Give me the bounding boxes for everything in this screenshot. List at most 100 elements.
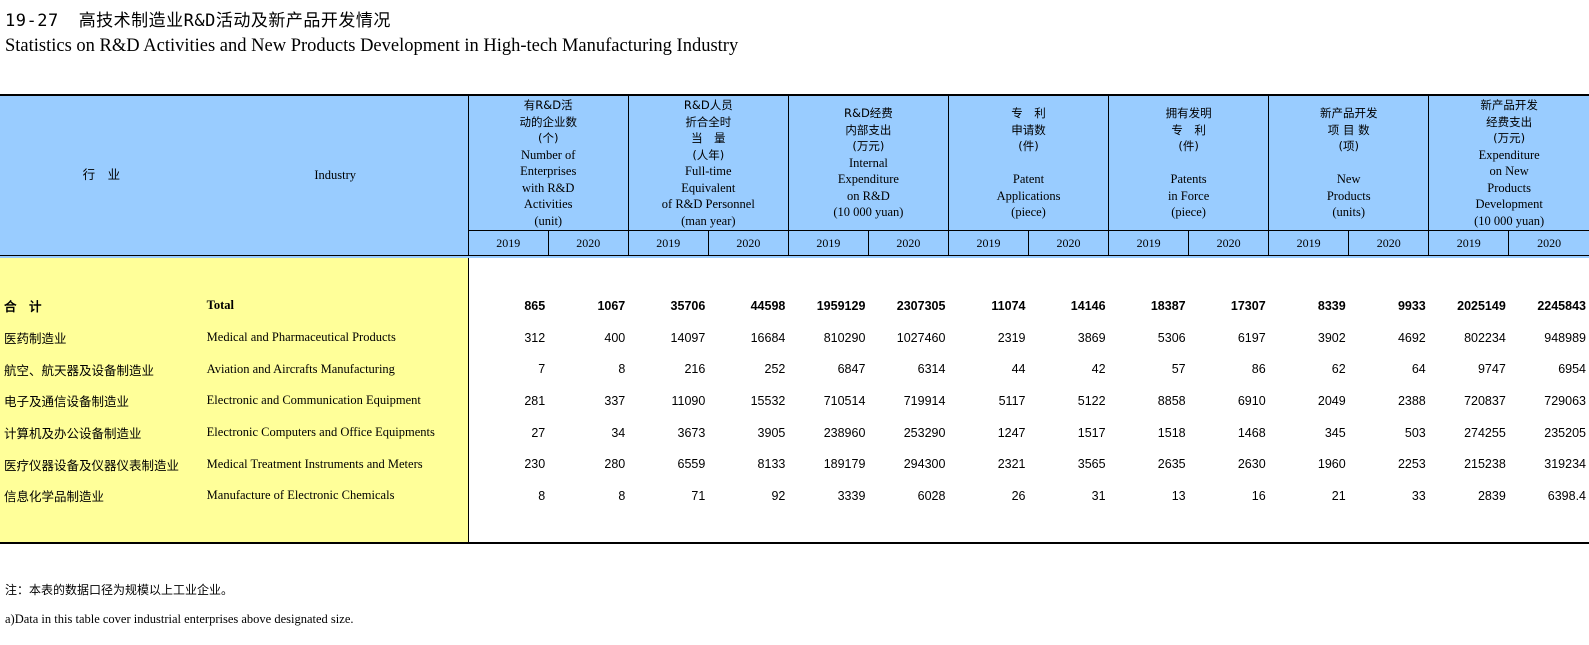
table-cell: 215238 <box>1464 457 1506 472</box>
industry-en-header: Industry <box>202 95 469 256</box>
column-header-en-line: Applications <box>996 188 1061 203</box>
industry-en-label: Total <box>202 290 469 322</box>
table-cell: 8858 <box>1157 393 1186 408</box>
table-cell: 44598 <box>750 298 786 313</box>
column-header-en-line <box>1110 155 1269 172</box>
column-header-cn-line: R&D人员 <box>683 98 733 112</box>
column-header-en-line <box>949 155 1108 172</box>
industry-cn-label: 电子及通信设备制造业 <box>0 385 203 417</box>
table-cell: 948989 <box>1544 330 1586 345</box>
column-header-en-line: (man year) <box>681 213 736 228</box>
column-header-cn-line: 当 量 <box>691 131 726 145</box>
table-cell: 2635 <box>1157 457 1186 472</box>
column-header-en-line: (piece) <box>1011 205 1046 220</box>
column-header-cn-line: 新产品开发 <box>1480 98 1538 112</box>
table-cell: 2321 <box>997 457 1026 472</box>
table-cell: 26 <box>1011 488 1026 503</box>
column-header-en-line: (units) <box>1332 205 1366 220</box>
year-header: 2019 <box>1268 230 1349 256</box>
column-header-cn-line: (万元) <box>852 139 885 154</box>
table-cell: 280 <box>604 457 626 472</box>
table-cell: 6559 <box>677 457 706 472</box>
table-cell: 13 <box>1171 488 1186 503</box>
year-header: 2019 <box>1428 230 1509 256</box>
table-cell: 2630 <box>1237 457 1266 472</box>
table-cell: 21 <box>1331 488 1346 503</box>
industry-en-label: Manufacture of Electronic Chemicals <box>202 480 469 512</box>
table-cell: 14097 <box>670 330 706 345</box>
table-row: 医药制造业 Medical and Pharmaceutical Products… <box>0 321 1589 354</box>
table-cell: 235205 <box>1544 425 1586 440</box>
table-row: 医疗仪器设备及仪器仪表制造业 Medical Treatment Instrume… <box>0 448 1589 481</box>
table-row: 计算机及办公设备制造业 Electronic Computers and Offi… <box>0 416 1589 449</box>
table-cell: 337 <box>604 393 626 408</box>
column-header-cn-line: (万元) <box>1493 131 1526 145</box>
table-cell: 3869 <box>1077 330 1106 345</box>
table-cell: 3902 <box>1317 330 1346 345</box>
column-header-en-line: Enterprises <box>520 164 577 178</box>
table-cell: 2307305 <box>896 298 946 313</box>
table-cell: 281 <box>524 393 546 408</box>
column-header-en-line <box>1270 155 1429 172</box>
column-header-cn-line: (项) <box>1338 139 1359 154</box>
table-cell: 11074 <box>991 298 1026 313</box>
column-header-cn-line: (个) <box>537 131 559 145</box>
table-cell: 253290 <box>903 425 946 440</box>
column-header-cn-line: 内部支出 <box>845 122 892 137</box>
column-header: 专 利申请数 (件) Patent Applications (piece) <box>947 95 1109 231</box>
table-cell: 7 <box>538 362 546 377</box>
table-cell: 3673 <box>677 425 706 440</box>
table-cell: 62 <box>1331 362 1346 377</box>
column-header-en-line: Products <box>1487 180 1531 195</box>
column-header-en-line: of R&D Personnel <box>661 197 755 211</box>
table-cell: 2245843 <box>1537 298 1586 313</box>
table-cell: 6028 <box>917 488 946 503</box>
page-title-en: Statistics on R&D Activities and New Pro… <box>5 36 739 56</box>
column-header-en-line: Expenditure <box>837 172 899 187</box>
year-header: 2019 <box>467 230 549 256</box>
table-cell: 252 <box>764 362 786 377</box>
total-row: 合 计 Total 865 1067 35706 44598 1959129 2307305 1… <box>0 290 1589 322</box>
table-cell: 1960 <box>1317 457 1346 472</box>
column-header-en-line: Expenditure <box>1478 147 1540 162</box>
table-cell: 720837 <box>1464 393 1506 408</box>
table-cell: 238960 <box>823 425 866 440</box>
table-cell: 17307 <box>1230 298 1266 313</box>
industry-en-label: Aviation and Aircrafts Manufacturing <box>202 353 469 386</box>
year-header: 2019 <box>1108 230 1189 256</box>
column-header-en-line: Patents <box>1170 172 1207 187</box>
year-header: 2019 <box>947 230 1029 256</box>
table-cell: 71 <box>691 488 706 503</box>
column-header-en-line: (unit) <box>534 213 563 228</box>
column-header-en-line: with R&D <box>522 180 575 195</box>
column-header-cn-line: (件) <box>1018 139 1039 154</box>
column-header: 新产品开发项 目 数 (项) New Products (units) <box>1268 95 1429 231</box>
year-header: 2020 <box>867 230 949 256</box>
year-header: 2019 <box>787 230 869 256</box>
table-cell: 6847 <box>837 362 866 377</box>
table-cell: 400 <box>604 330 626 345</box>
column-header-cn-line: 经费支出 <box>1486 114 1533 129</box>
industry-en-label: Electronic Computers and Office Equipmen… <box>202 416 469 449</box>
year-header: 2020 <box>547 230 629 256</box>
table-cell: 8133 <box>757 457 786 472</box>
column-header: 有R&D活 动的企业数 (个) Number of Enterprises with R&… <box>467 95 629 231</box>
table-cell: 6910 <box>1237 393 1266 408</box>
table-cell: 2388 <box>1397 393 1426 408</box>
industry-en-label: Electronic and Communication Equipment <box>202 385 469 417</box>
table-cell: 6314 <box>917 362 946 377</box>
column-header-cn-line: 有R&D活 <box>523 98 573 112</box>
column-header-cn-line: 项 目 数 <box>1327 122 1370 137</box>
table-cell: 8339 <box>1317 298 1346 313</box>
table-cell: 503 <box>1404 425 1426 440</box>
table-cell: 802234 <box>1464 330 1506 345</box>
year-header: 2020 <box>1508 230 1589 256</box>
column-header-cn-line: (件) <box>1178 139 1199 154</box>
table-cell: 57 <box>1171 362 1186 377</box>
table-cell: 4692 <box>1397 330 1426 345</box>
column-header-en-line: (piece) <box>1171 205 1206 220</box>
industry-cn-label: 医疗仪器设备及仪器仪表制造业 <box>0 448 203 481</box>
year-header: 2019 <box>627 230 709 256</box>
table-cell: 1518 <box>1157 425 1186 440</box>
table-cell: 9747 <box>1477 362 1506 377</box>
